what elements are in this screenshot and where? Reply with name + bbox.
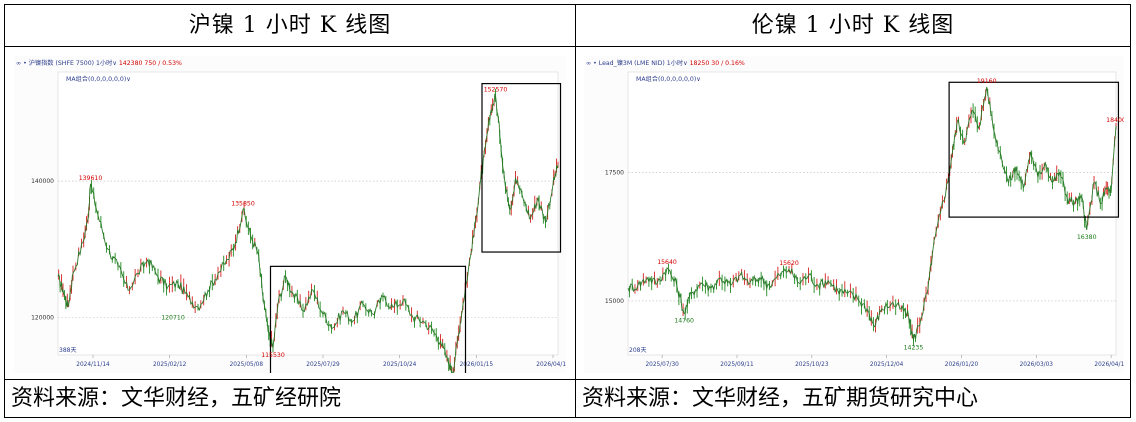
extreme-value-label: 139610 [79,175,103,182]
shfe-nickel-chart: ∞ • 沪镍指数 (SHFE 7500) 1小时∨ 142380 750 / 0… [14,56,566,373]
x-tick-label: 2025/05/08 [230,362,264,368]
highlight-box [481,82,562,253]
right-source-note: 资料来源：文华财经，五矿期货研究中心 [582,386,979,411]
extreme-value-label: 135850 [231,200,255,207]
y-tick-label: 120000 [31,314,54,321]
x-tick-label: 2026/04/16 [1094,362,1124,368]
extreme-value-label: 14235 [904,344,924,351]
x-tick-label: 2026/01/15 [460,362,494,368]
extreme-value-label: 16380 [1077,234,1097,241]
extreme-value-label: 152570 [484,86,508,93]
extreme-value-label: 15620 [779,260,799,267]
price-series [627,86,1117,341]
header-divider [4,46,1131,47]
extreme-value-label: 15640 [657,259,677,266]
extreme-value-label: 120710 [161,315,185,322]
plot-area [57,71,559,356]
left-chart-title: 沪镍 1 小时 K 线图 [188,13,392,38]
bars-count-label: 208天 [629,347,646,354]
x-tick-label: 2025/02/12 [153,362,187,368]
chart-toolbar[interactable]: ∞ • 沪镍指数 (SHFE 7500) 1小时∨ 142380 750 / 0… [16,59,182,67]
x-tick-label: 2026/01/20 [945,362,979,368]
extreme-value-label: 18400 [1106,117,1124,124]
ma-indicator-label[interactable]: MA组合(0,0,0,0,0,0)∨ [66,75,131,83]
price-text: 142380 750 / 0.53% [119,60,182,67]
x-tick-label: 2025/07/29 [306,362,340,368]
extreme-value-label: 19160 [977,78,997,85]
left-source-note: 资料来源：文华财经，五矿经研院 [11,386,342,411]
y-tick-label: 140000 [31,178,54,185]
footer-divider [4,379,1131,380]
y-tick-label: 17500 [605,169,624,176]
symbol-text: ∞ • Lead_镍3M (LME NID) 1小时∨ [586,59,690,67]
highlight-box [269,265,467,373]
ma-indicator-label[interactable]: MA组合(0,0,0,0,0,0)∨ [636,75,701,83]
price-series [57,93,559,373]
x-tick-label: 2024/11/14 [76,362,110,368]
x-tick-label: 2025/10/23 [795,362,829,368]
lme-nickel-chart: ∞ • Lead_镍3M (LME NID) 1小时∨ 18250 30 / 0… [584,56,1124,373]
cropped-top-edge: ……………… [420,0,720,4]
x-tick-label: 2025/09/11 [720,362,754,368]
table-frame [4,4,1131,418]
price-text: 18250 30 / 0.16% [690,60,745,67]
x-tick-label: 2025/10/24 [383,362,417,368]
x-tick-label: 2026/04/15 [536,362,566,368]
column-divider [575,4,576,418]
extreme-value-label: 14760 [674,317,694,324]
bars-count-label: 388天 [59,347,76,354]
right-chart-title: 伦镍 1 小时 K 线图 [751,13,955,38]
x-tick-label: 2025/07/30 [645,362,679,368]
y-tick-label: 15000 [605,298,624,305]
chart-toolbar[interactable]: ∞ • Lead_镍3M (LME NID) 1小时∨ 18250 30 / 0… [586,59,745,67]
symbol-text: ∞ • 沪镍指数 (SHFE 7500) 1小时∨ [16,59,119,67]
x-tick-label: 2026/03/03 [1020,362,1054,368]
highlight-box [948,81,1120,218]
x-tick-label: 2025/12/04 [870,362,904,368]
plot-area [627,71,1117,356]
extreme-value-label: 115530 [261,352,285,359]
